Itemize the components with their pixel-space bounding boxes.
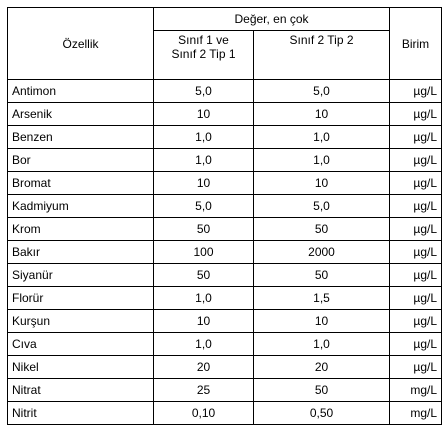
table-cell: 10 bbox=[252, 102, 391, 126]
table-cell: 1,0 bbox=[252, 332, 391, 356]
table-cell: 2000 bbox=[252, 240, 391, 264]
table-cell: 10 bbox=[252, 309, 391, 333]
table-cell: Florür bbox=[7, 286, 154, 310]
table-cell: µg/L bbox=[389, 148, 443, 172]
table-cell: 10 bbox=[153, 309, 254, 333]
table-cell: Nitrat bbox=[7, 378, 154, 402]
table-cell: µg/L bbox=[389, 355, 443, 379]
table-cell: µg/L bbox=[389, 240, 443, 264]
table-row: Antimon 5,0 5,0 µg/L bbox=[7, 79, 443, 103]
table-row: Arsenik 10 10 µg/L bbox=[7, 102, 443, 126]
header-cell: Değer, en çok bbox=[152, 7, 391, 31]
table-cell: Arsenik bbox=[7, 102, 154, 126]
table-cell: 20 bbox=[252, 355, 391, 379]
data-table: Özellik Değer, en çok Birim Sınıf 1 ve Sı… bbox=[7, 7, 443, 425]
table-row: Nitrit 0,10 0,50 mg/L bbox=[7, 401, 443, 425]
table-cell: Nikel bbox=[7, 355, 154, 379]
table-row: Siyanür 50 50 µg/L bbox=[7, 263, 443, 287]
table-cell: 10 bbox=[153, 102, 254, 126]
table-cell: Bakır bbox=[7, 240, 154, 264]
table-cell: 5,0 bbox=[153, 194, 254, 218]
table-cell: 1,0 bbox=[153, 125, 254, 149]
table-cell: mg/L bbox=[389, 378, 443, 402]
table-row: Bor 1,0 1,0 µg/L bbox=[7, 148, 443, 172]
table-cell: µg/L bbox=[389, 102, 443, 126]
table-cell: Bor bbox=[7, 148, 154, 172]
table-cell: 50 bbox=[153, 217, 254, 241]
header-row: Özellik Değer, en çok Birim bbox=[7, 7, 443, 80]
table-cell: µg/L bbox=[389, 286, 443, 310]
header-line: Sınıf 2 Tip 1 bbox=[171, 47, 236, 61]
table-cell: Nitrit bbox=[7, 401, 154, 425]
table-cell: µg/L bbox=[389, 263, 443, 287]
table-cell: 5,0 bbox=[252, 194, 391, 218]
table-cell: Benzen bbox=[7, 125, 154, 149]
table-row: Nikel 20 20 µg/L bbox=[7, 355, 443, 379]
table-cell: Kadmiyum bbox=[7, 194, 154, 218]
header-cell: Sınıf 1 ve Sınıf 2 Tip 1 bbox=[153, 30, 254, 80]
header-cell: Sınıf 2 Tip 2 bbox=[252, 30, 391, 80]
table-cell: Bromat bbox=[7, 171, 154, 195]
header-cell: Özellik bbox=[7, 7, 154, 80]
table-cell: 10 bbox=[252, 171, 391, 195]
table-cell: µg/L bbox=[389, 194, 443, 218]
table-cell: Kurşun bbox=[7, 309, 154, 333]
table-row: Kadmiyum 5,0 5,0 µg/L bbox=[7, 194, 443, 218]
table-row: Krom 50 50 µg/L bbox=[7, 217, 443, 241]
table-cell: 10 bbox=[153, 171, 254, 195]
table-row: Benzen 1,0 1,0 µg/L bbox=[7, 125, 443, 149]
table-cell: 20 bbox=[153, 355, 254, 379]
table-body: Antimon 5,0 5,0 µg/L Arsenik 10 10 µg/L Benzen 1,… bbox=[7, 79, 443, 425]
table-cell: 1,5 bbox=[252, 286, 391, 310]
table-cell: µg/L bbox=[389, 217, 443, 241]
table-cell: 100 bbox=[153, 240, 254, 264]
table-row: Kurşun 10 10 µg/L bbox=[7, 309, 443, 333]
table-row: Cıva 1,0 1,0 µg/L bbox=[7, 332, 443, 356]
table-cell: mg/L bbox=[389, 401, 443, 425]
table-cell: 50 bbox=[252, 263, 391, 287]
table-cell: 1,0 bbox=[252, 148, 391, 172]
table-cell: 0,10 bbox=[153, 401, 254, 425]
table-cell: 50 bbox=[252, 378, 391, 402]
table-cell: Antimon bbox=[7, 79, 154, 103]
table-cell: µg/L bbox=[389, 309, 443, 333]
table-cell: 50 bbox=[252, 217, 391, 241]
table-cell: µg/L bbox=[389, 79, 443, 103]
table-cell: µg/L bbox=[389, 125, 443, 149]
header-cell: Birim bbox=[389, 7, 443, 80]
table-cell: 5,0 bbox=[252, 79, 391, 103]
table-cell: 1,0 bbox=[153, 286, 254, 310]
table-cell: 25 bbox=[153, 378, 254, 402]
table-cell: 0,50 bbox=[252, 401, 391, 425]
table-cell: µg/L bbox=[389, 332, 443, 356]
table-cell: µg/L bbox=[389, 171, 443, 195]
table-cell: 5,0 bbox=[153, 79, 254, 103]
table-row: Bromat 10 10 µg/L bbox=[7, 171, 443, 195]
table-cell: 1,0 bbox=[252, 125, 391, 149]
table-cell: Krom bbox=[7, 217, 154, 241]
table-row: Nitrat 25 50 mg/L bbox=[7, 378, 443, 402]
table-cell: 50 bbox=[153, 263, 254, 287]
table-row: Bakır 100 2000 µg/L bbox=[7, 240, 443, 264]
table-cell: 1,0 bbox=[153, 148, 254, 172]
table-cell: 1,0 bbox=[153, 332, 254, 356]
table-cell: Siyanür bbox=[7, 263, 154, 287]
table-row: Florür 1,0 1,5 µg/L bbox=[7, 286, 443, 310]
table-cell: Cıva bbox=[7, 332, 154, 356]
header-row: Sınıf 1 ve Sınıf 2 Tip 1 Sınıf 2 Tip 2 bbox=[8, 30, 442, 80]
header-line: Sınıf 1 ve bbox=[178, 33, 229, 47]
